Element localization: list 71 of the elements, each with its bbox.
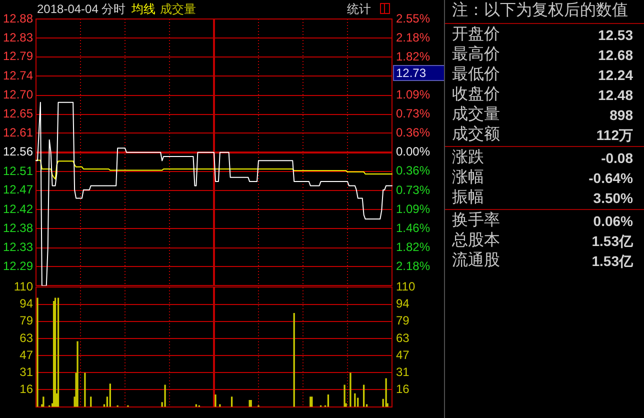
text: 均线	[132, 2, 156, 16]
y2-tick-label: 2.18%	[396, 30, 430, 44]
category-label: 成交量	[452, 106, 500, 123]
y-tick-label: 12.47	[2, 182, 34, 197]
y-tick-label: 47	[20, 348, 34, 362]
category-label: 最高价	[452, 46, 500, 63]
y2-tick-label: 31	[396, 364, 410, 379]
y2-tick-label: 94	[396, 296, 410, 311]
y2-tick-label: 2.55%	[396, 11, 430, 26]
y-tick-label: 110	[14, 280, 34, 294]
text: 12.68	[598, 47, 633, 63]
y-tick-label: 12.83	[2, 30, 34, 44]
y-tick-label: 12.29	[2, 258, 34, 273]
y2-tick-label: 0.36%	[396, 164, 430, 178]
category-label: 换手率	[452, 212, 500, 229]
text: -0.64%	[588, 170, 633, 186]
y2-tick-label: 79	[396, 314, 410, 328]
category-label: 收盘价	[452, 86, 500, 103]
category-label: 振幅	[452, 189, 484, 206]
y-tick-label: 12.74	[2, 68, 34, 82]
y2-tick-label: 1.82%	[396, 240, 430, 254]
category-label: 成交额	[452, 126, 500, 143]
text: 1.53亿	[592, 233, 633, 249]
y-tick-label: 12.38	[2, 220, 34, 235]
y-tick-label: 79	[20, 314, 34, 328]
y-tick-label: 63	[20, 330, 34, 345]
category-label: 总股本	[452, 232, 500, 249]
category-label: 流通股	[452, 252, 500, 269]
y-tick-label: 12.79	[2, 49, 34, 64]
y2-tick-label: 110	[396, 280, 416, 294]
text: 0.06%	[593, 213, 633, 229]
y2-tick-label: 1.09%	[396, 202, 430, 216]
y-tick-label: 94	[20, 296, 34, 311]
y-tick-label: 16	[20, 382, 34, 396]
y2-tick-label: 1.09%	[396, 88, 430, 102]
text: 112万	[596, 127, 633, 143]
y2-tick-label: 0.73%	[396, 106, 430, 121]
text: -0.08	[601, 150, 633, 166]
text: 12.73	[396, 66, 426, 80]
chart-title: 2018-04-04 分时	[37, 2, 126, 16]
text: 3.50%	[593, 190, 633, 206]
y2-tick-label: 0.00%	[396, 144, 430, 159]
y2-tick-label: 47	[396, 348, 410, 362]
text: 1.53亿	[592, 253, 633, 269]
category-label: 最低价	[452, 66, 500, 83]
y2-tick-label: 0.73%	[396, 182, 430, 197]
y-tick-label: 12.51	[2, 164, 34, 178]
text: 898	[610, 107, 633, 123]
y-tick-label: 12.61	[2, 125, 34, 140]
y-tick-label: 12.56	[2, 144, 34, 159]
text: 统计	[347, 2, 371, 16]
category-label: 涨幅	[452, 169, 484, 186]
y2-tick-label: 16	[396, 382, 410, 396]
text: 注：以下为复权后的数值	[452, 2, 628, 19]
category-label: 开盘价	[452, 26, 500, 43]
y-tick-label: 12.42	[2, 202, 34, 216]
y-tick-label: 12.88	[2, 11, 34, 26]
y2-tick-label: 63	[396, 330, 410, 345]
y-tick-label: 12.33	[2, 240, 34, 254]
text: 12.53	[598, 27, 633, 43]
y2-tick-label: 0.36%	[396, 126, 430, 140]
y-tick-label: 31	[20, 364, 34, 379]
category-label: 涨跌	[452, 149, 484, 166]
y2-tick-label: 1.82%	[396, 49, 430, 64]
y-tick-label: 12.70	[2, 88, 34, 102]
text: 成交量	[160, 2, 196, 16]
text: 12.24	[598, 67, 633, 83]
y-tick-label: 12.65	[2, 106, 34, 121]
text: 12.48	[598, 87, 633, 103]
y2-tick-label: 1.46%	[396, 220, 430, 235]
y2-tick-label: 2.18%	[396, 258, 430, 273]
